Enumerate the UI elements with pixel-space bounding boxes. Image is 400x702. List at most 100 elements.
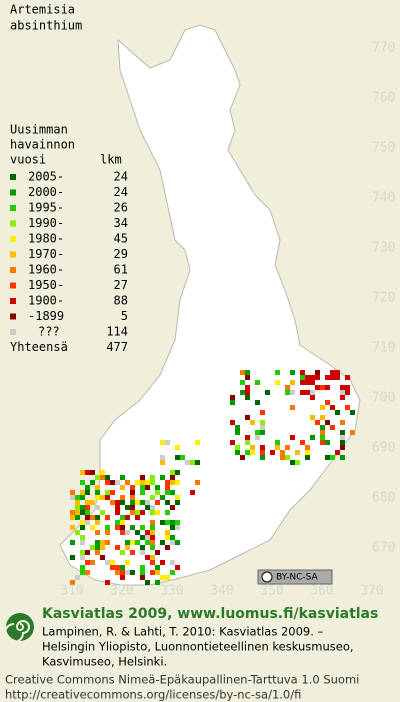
x-coordinate-label: 330 (160, 584, 183, 599)
record-square (75, 575, 80, 580)
record-square (140, 545, 145, 550)
y-coordinate-label: 690 (372, 441, 395, 456)
record-square (80, 495, 85, 500)
legend-count: 29 (114, 247, 128, 261)
record-square (80, 550, 85, 555)
record-square (85, 550, 90, 555)
citation: Lampinen, R. & Lahti, T. 2010: Kasviatla… (42, 625, 324, 639)
record-square (195, 440, 200, 445)
record-square (260, 420, 265, 425)
record-square (185, 460, 190, 465)
record-square (110, 500, 115, 505)
record-square (130, 505, 135, 510)
record-square (120, 475, 125, 480)
record-square (125, 560, 130, 565)
record-square (140, 535, 145, 540)
record-square (160, 455, 165, 460)
record-square (120, 495, 125, 500)
record-square (145, 505, 150, 510)
badge-box (257, 569, 333, 585)
record-square (290, 390, 295, 395)
legend-label: 1970- (28, 247, 64, 261)
y-coordinate-label: 760 (372, 91, 395, 106)
record-square (325, 455, 330, 460)
record-square (155, 550, 160, 555)
record-square (330, 375, 335, 380)
record-square (125, 540, 130, 545)
record-square (240, 455, 245, 460)
record-square (135, 530, 140, 535)
record-square (140, 550, 145, 555)
legend-count: 34 (114, 216, 128, 230)
record-square (85, 560, 90, 565)
license: Creative Commons Nimeä-Epäkaupallinen-Ta… (5, 673, 359, 687)
record-square (155, 570, 160, 575)
record-square (105, 580, 110, 585)
record-square (130, 495, 135, 500)
record-square (340, 430, 345, 435)
record-square (145, 530, 150, 535)
legend-label: 1950- (28, 278, 64, 292)
record-square (70, 525, 75, 530)
record-square (95, 495, 100, 500)
record-square (70, 490, 75, 495)
record-square (100, 545, 105, 550)
legend-swatch (10, 313, 16, 320)
record-square (145, 535, 150, 540)
record-square (150, 545, 155, 550)
record-square (125, 515, 130, 520)
record-square (140, 480, 145, 485)
record-square (290, 460, 295, 465)
record-square (120, 500, 125, 505)
record-square (90, 515, 95, 520)
site-title: Kasviatlas 2009, www.luomus.fi/kasviatla… (42, 606, 378, 622)
record-square (305, 450, 310, 455)
legend-swatch (10, 220, 16, 227)
record-square (340, 385, 345, 390)
record-square (90, 525, 95, 530)
record-square (130, 540, 135, 545)
record-square (95, 515, 100, 520)
record-square (335, 370, 340, 375)
record-square (335, 375, 340, 380)
record-square (230, 440, 235, 445)
record-square (75, 530, 80, 535)
record-square (90, 480, 95, 485)
record-square (130, 500, 135, 505)
record-square (305, 455, 310, 460)
y-coordinate-label: 700 (372, 391, 395, 406)
record-square (180, 455, 185, 460)
record-square (345, 405, 350, 410)
title: absinthium (10, 19, 82, 33)
record-square (80, 505, 85, 510)
record-square (150, 475, 155, 480)
record-square (260, 455, 265, 460)
record-square (135, 500, 140, 505)
record-square (260, 450, 265, 455)
record-square (105, 530, 110, 535)
record-square (150, 505, 155, 510)
record-square (300, 370, 305, 375)
record-square (100, 540, 105, 545)
record-square (105, 475, 110, 480)
record-square (105, 560, 110, 565)
legend-header: vuosi (10, 153, 46, 167)
record-square (140, 565, 145, 570)
record-square (325, 375, 330, 380)
x-coordinate-label: 350 (260, 584, 283, 599)
record-square (195, 480, 200, 485)
record-square (70, 540, 75, 545)
y-coordinate-label: 720 (372, 291, 395, 306)
record-square (130, 525, 135, 530)
record-square (345, 375, 350, 380)
record-square (115, 570, 120, 575)
title: Artemisia (10, 3, 75, 17)
y-coordinate-label: 710 (372, 341, 395, 356)
record-square (120, 525, 125, 530)
record-square (195, 460, 200, 465)
y-coordinate-label: 750 (372, 141, 395, 156)
legend-count: 114 (106, 325, 128, 339)
legend-count: 5 (121, 309, 128, 323)
record-square (310, 380, 315, 385)
record-square (150, 480, 155, 485)
